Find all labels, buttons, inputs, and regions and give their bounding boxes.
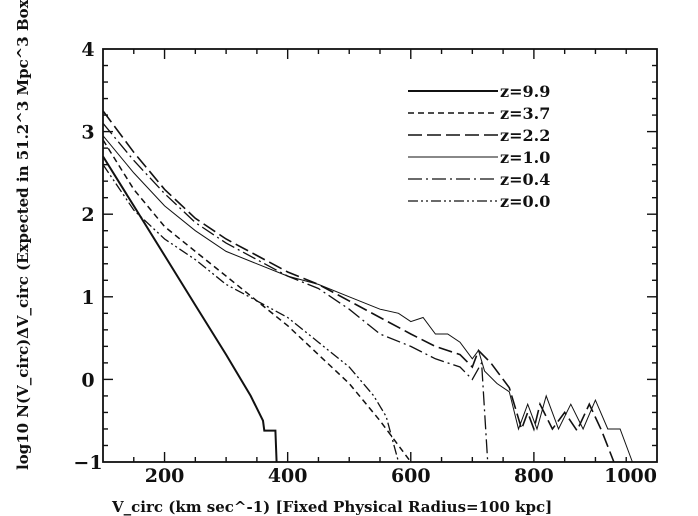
- x-tick-label: 400: [268, 465, 308, 487]
- plot-frame: [102, 48, 658, 463]
- legend-label: z=0.0: [500, 192, 550, 211]
- y-tick-label: 0: [81, 369, 94, 391]
- series-line: [102, 122, 489, 463]
- series-line: [102, 155, 278, 463]
- series-line: [102, 135, 633, 463]
- y-tick-label: 4: [81, 39, 94, 61]
- series-line: [102, 164, 400, 463]
- series-group: [102, 110, 633, 463]
- axis-tick-labels: 200 400 600 800 1000 −1 0 1 2 3 4: [73, 39, 657, 487]
- y-tick-label: −1: [73, 452, 102, 474]
- y-tick-label: 1: [81, 287, 94, 309]
- y-axis-label: log10 N(V_circ)ΔV_circ (Expected in 51.2…: [14, 0, 32, 470]
- series-line: [102, 110, 615, 463]
- x-tick-label: 600: [391, 465, 431, 487]
- x-tick-label: 1000: [604, 465, 657, 487]
- x-tick-label: 200: [145, 465, 185, 487]
- legend-label: z=2.2: [500, 126, 550, 145]
- legend: z=9.9 z=3.7 z=2.2 z=1.0 z=0.4 z=0.0: [408, 82, 550, 211]
- legend-label: z=3.7: [500, 104, 550, 123]
- y-tick-label: 3: [81, 122, 94, 144]
- axis-ticks: [103, 49, 657, 462]
- y-tick-label: 2: [81, 204, 94, 226]
- legend-label: z=1.0: [500, 148, 550, 167]
- x-tick-label: 800: [514, 465, 554, 487]
- legend-label: z=9.9: [500, 82, 550, 101]
- legend-label: z=0.4: [500, 170, 550, 189]
- x-axis-label: V_circ (km sec^-1) [Fixed Physical Radiu…: [111, 498, 552, 516]
